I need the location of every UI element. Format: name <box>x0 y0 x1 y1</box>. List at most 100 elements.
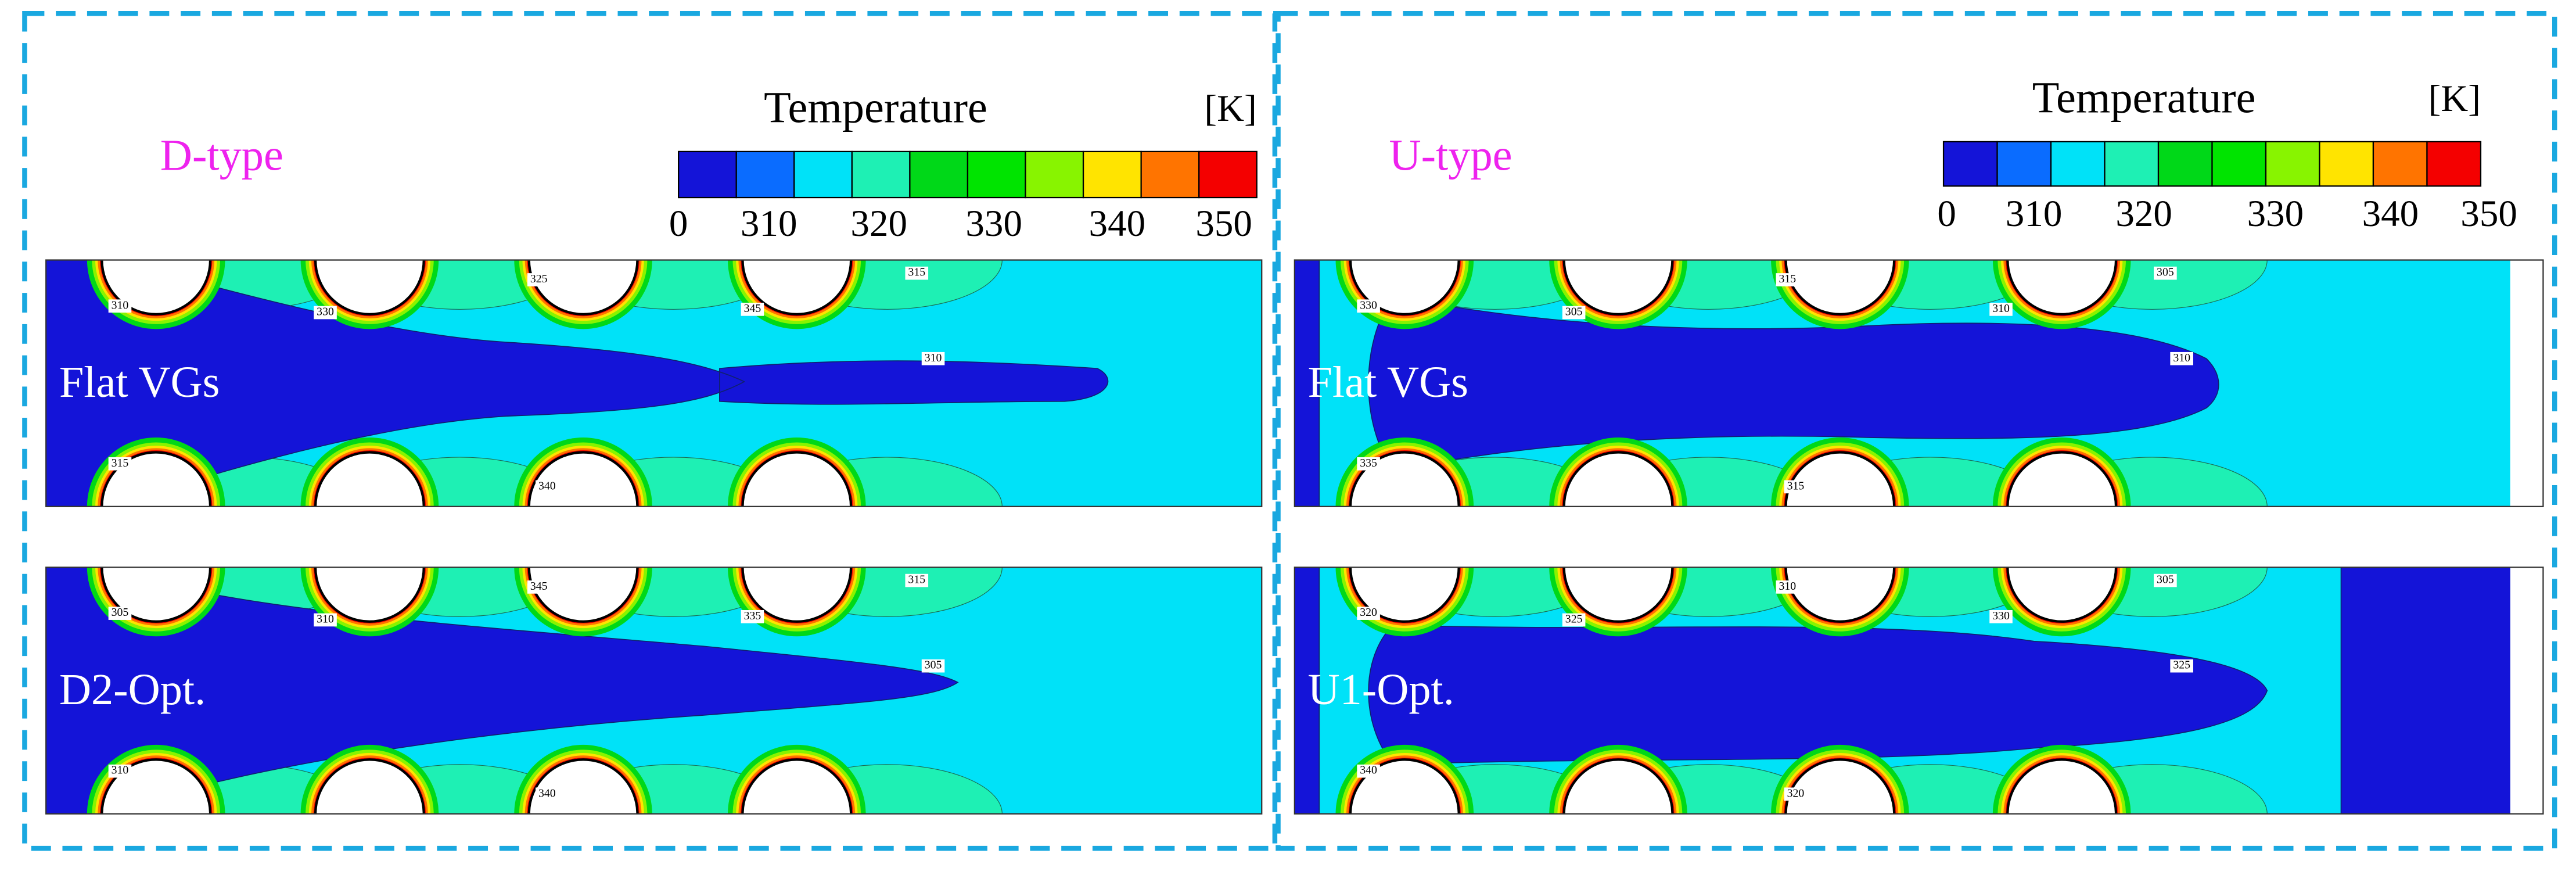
panel-label: D-type <box>160 131 283 180</box>
tube <box>314 451 425 507</box>
contour-label-bg <box>741 303 764 316</box>
contour-plot: 305 310 345 335 315 305 310 340 D2-Opt. <box>45 566 1263 815</box>
contour-label-bg <box>108 457 132 471</box>
colorbar-cell <box>1140 150 1200 199</box>
contour-label: 305 <box>112 606 129 619</box>
contour-label-bg <box>1989 609 2013 623</box>
tube <box>1562 260 1674 315</box>
tube <box>314 758 425 814</box>
contour-label: 310 <box>2173 352 2190 364</box>
contour-label: 310 <box>112 299 129 311</box>
contour-label-bg <box>527 273 551 286</box>
colorbar-cell <box>678 150 737 199</box>
contour-label: 305 <box>2157 573 2174 586</box>
tube <box>741 567 853 623</box>
colorbar-cell <box>1996 141 2052 187</box>
colorbar-cell <box>851 150 911 199</box>
contour-label: 305 <box>925 659 942 672</box>
contour-label: 330 <box>317 306 334 318</box>
tube <box>314 567 425 623</box>
contour-label-bg <box>1776 273 1799 286</box>
contour-label-bg <box>1784 787 1808 801</box>
plot-label: U1-Opt. <box>1307 665 1454 714</box>
colorbar-cell <box>1082 150 1142 199</box>
contour-label-bg <box>2154 573 2177 587</box>
contour-label: 335 <box>744 609 761 622</box>
contour-label: 315 <box>112 457 129 469</box>
contour-label: 315 <box>908 266 925 279</box>
contour-label: 330 <box>1360 299 1377 311</box>
tube <box>1784 758 1896 814</box>
contour-label: 320 <box>1360 606 1377 619</box>
contour-label-bg <box>1562 613 1586 627</box>
contour-label: 325 <box>530 272 548 285</box>
contour-body <box>1294 567 2510 814</box>
colorbar-cell <box>2265 141 2320 187</box>
colorbar-cell <box>1198 150 1258 199</box>
contour-label-bg <box>2154 266 2177 280</box>
colorbar-cell <box>2157 141 2213 187</box>
contour-label-bg <box>2170 352 2193 365</box>
contour-plot: 320 325 310 330 305 325 340 320 U1-Opt. <box>1294 566 2544 815</box>
colorbar-cell <box>793 150 853 199</box>
contour-label: 345 <box>744 302 761 315</box>
contour-label-bg <box>108 764 132 778</box>
tube <box>1562 451 1674 507</box>
contour-label: 340 <box>538 787 556 799</box>
contour-label: 325 <box>2173 659 2190 672</box>
contour-label: 305 <box>2157 266 2174 279</box>
tube <box>1562 758 1674 814</box>
tube <box>314 260 425 315</box>
plot-label: Flat VGs <box>59 357 220 407</box>
colorbar-tick: 350 <box>1195 203 1252 245</box>
tube <box>1784 260 1896 315</box>
colorbar-title: Temperature <box>764 83 987 132</box>
tube <box>1562 567 1674 623</box>
plot-frame <box>1294 259 2544 507</box>
contour-label-bg <box>2170 659 2193 673</box>
colorbar-tick: 330 <box>965 203 1022 245</box>
tube <box>2006 567 2118 623</box>
contour-label-bg <box>1562 306 1586 320</box>
contour-label: 325 <box>1565 613 1583 626</box>
contour-label-bg <box>314 613 337 627</box>
contour-label: 310 <box>112 764 129 777</box>
contour-label: 315 <box>908 573 925 586</box>
panel-border <box>1276 11 2557 851</box>
contour-label-bg <box>1784 480 1808 494</box>
tube <box>741 260 853 315</box>
contour-label: 305 <box>1565 306 1583 318</box>
plot-frame <box>45 259 1263 507</box>
contour-plot: 330 305 315 310 305 310 335 315 Flat VGs <box>1294 259 2544 507</box>
contour-label-bg <box>741 609 764 623</box>
panel-label: U-type <box>1389 131 1512 180</box>
contour-label-bg <box>1357 764 1380 778</box>
colorbar-tick: 340 <box>2362 193 2419 235</box>
colorbar-tick: 0 <box>669 203 688 245</box>
contour-label: 310 <box>317 613 334 626</box>
colorbar-cell <box>2104 141 2160 187</box>
tube <box>527 260 639 315</box>
colorbar-cell <box>1942 141 1998 187</box>
contour-label: 340 <box>538 479 556 492</box>
tube <box>2006 451 2118 507</box>
colorbar-cell <box>2211 141 2267 187</box>
contour-label: 330 <box>1992 609 2010 622</box>
plot-label: Flat VGs <box>1307 357 1468 407</box>
contour-body <box>1294 260 2510 507</box>
tube <box>2006 758 2118 814</box>
contour-label-bg <box>1989 303 2013 316</box>
colorbar-tick: 0 <box>1937 193 1956 235</box>
tube <box>741 758 853 814</box>
contour-label: 310 <box>1992 302 2010 315</box>
colorbar-tick: 340 <box>1089 203 1146 245</box>
tube <box>2006 260 2118 315</box>
colorbar-cell <box>1025 150 1084 199</box>
colorbar-cell <box>909 150 969 199</box>
colorbar-title: Temperature <box>2032 73 2256 123</box>
contour-label-bg <box>314 306 337 320</box>
plot-label: D2-Opt. <box>59 665 206 714</box>
tube <box>741 451 853 507</box>
colorbar-unit: [K] <box>2428 78 2481 120</box>
